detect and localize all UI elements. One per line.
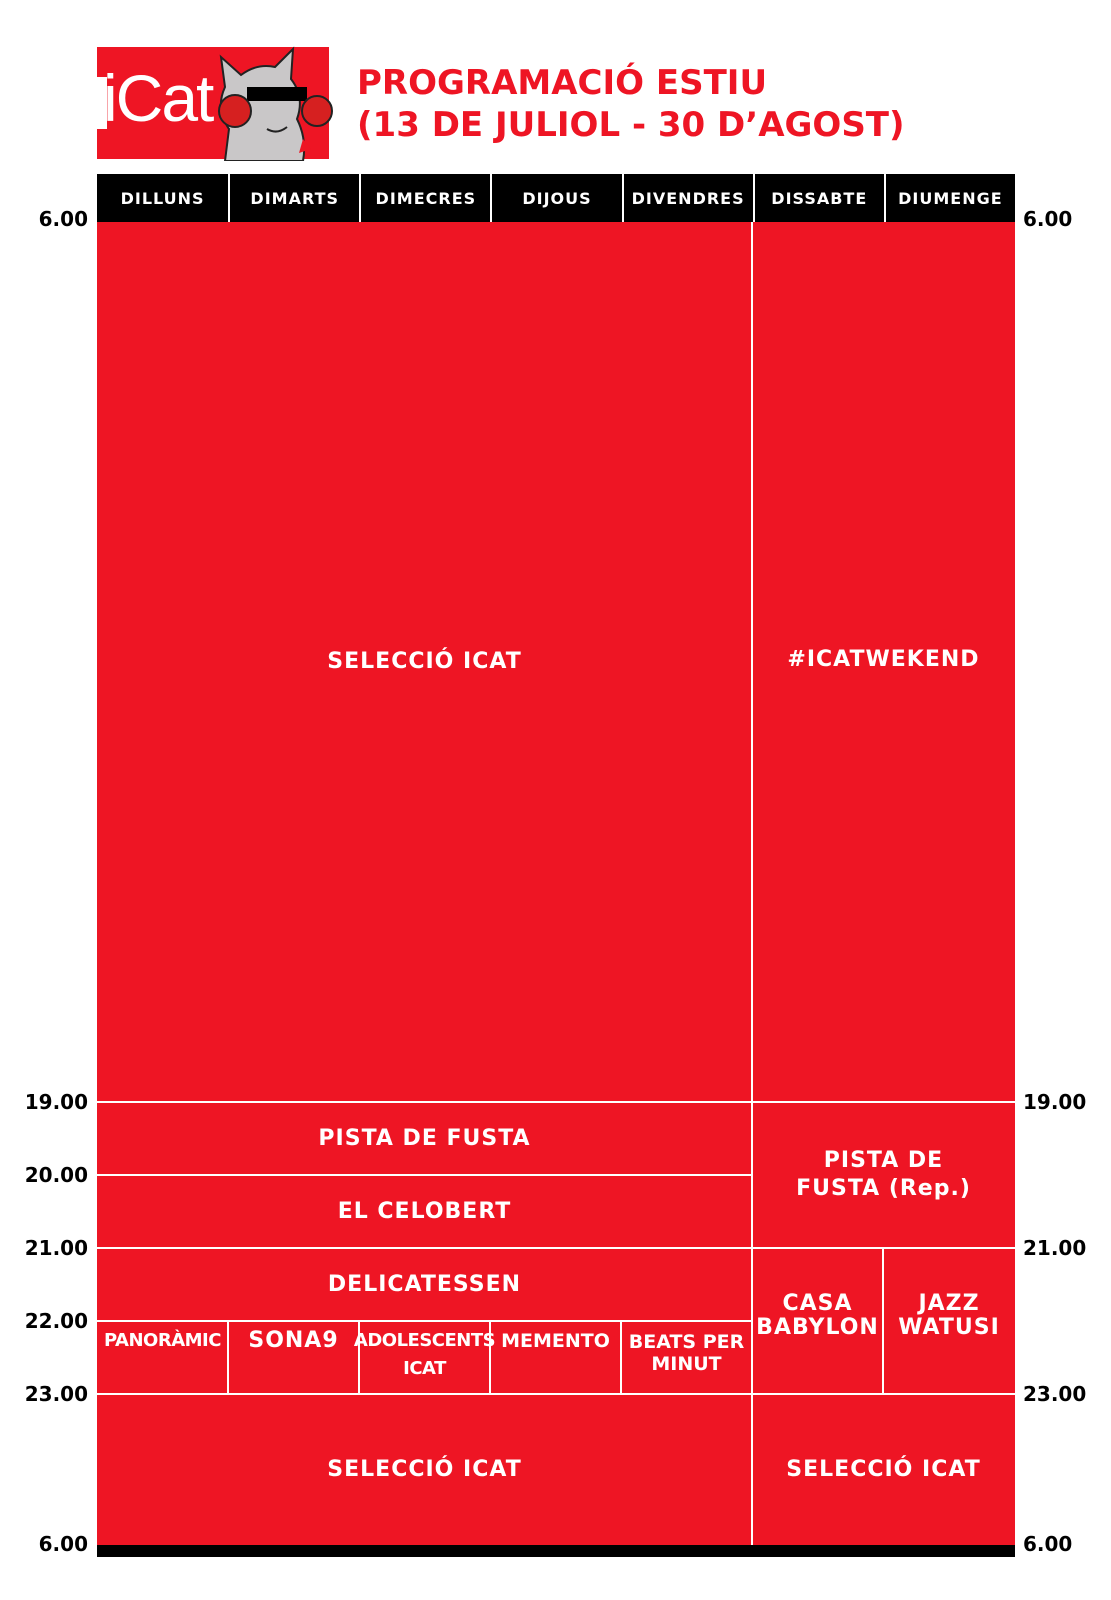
- time-label-23-right: 23.00: [1023, 1382, 1087, 1406]
- program-weekend-morning: #ICATWEKEND: [787, 647, 980, 672]
- time-label-23-left: 23.00: [24, 1382, 88, 1406]
- page-title: PROGRAMACIÓ ESTIU (13 DE JULIOL - 30 D’A…: [357, 63, 905, 145]
- divider-thu-fri: [620, 1321, 622, 1394]
- day-monday: DILLUNS: [120, 188, 205, 208]
- program-weekday-19: PISTA DE FUSTA: [318, 1125, 531, 1151]
- day-saturday: DISSABTE: [752, 174, 884, 222]
- day-sunday: DIUMENGE: [883, 174, 1015, 222]
- cat-mascot-icon: [218, 46, 333, 161]
- program-weekday-21: DELICATESSEN: [327, 1271, 522, 1297]
- day-wednesday: DIMECRES: [359, 174, 490, 222]
- time-label-22-left: 22.00: [24, 1309, 88, 1333]
- program-monday-22: PANORÀMIC: [104, 1330, 221, 1351]
- divider-wed-thu: [489, 1321, 491, 1394]
- time-label-6-left: 6.00: [38, 207, 88, 231]
- program-weekday-morning: SELECCIÓ ICAT: [327, 649, 522, 674]
- bottom-bar: [97, 1545, 1015, 1557]
- line-23: [97, 1393, 1015, 1395]
- time-label-6-right: 6.00: [1023, 207, 1073, 231]
- program-tuesday-22: SONA9: [248, 1328, 339, 1353]
- line-19: [97, 1101, 1015, 1103]
- divider-mon-tue: [227, 1321, 229, 1394]
- program-weekday-20: EL CELOBERT: [337, 1198, 512, 1224]
- program-thursday-22: MEMENTO: [501, 1330, 610, 1352]
- program-friday-22: BEATS PER MINUT: [628, 1331, 745, 1375]
- time-label-6-end-left: 6.00: [38, 1532, 88, 1556]
- day-thursday: DIJOUS: [490, 174, 621, 222]
- program-weekend-night: SELECCIÓ ICAT: [786, 1456, 981, 1482]
- program-weekday-night: SELECCIÓ ICAT: [327, 1456, 522, 1482]
- line-20: [97, 1174, 752, 1176]
- day-tuesday: DIMARTS: [228, 174, 359, 222]
- divider-tue-wed: [358, 1321, 360, 1394]
- day-friday: DIVENDRES: [621, 174, 753, 222]
- time-label-21-right: 21.00: [1023, 1236, 1087, 1260]
- time-label-19-right: 19.00: [1023, 1090, 1087, 1114]
- time-label-6-end-right: 6.00: [1023, 1532, 1073, 1556]
- logo-accent: [97, 77, 107, 129]
- program-saturday-21: CASA BABYLON: [756, 1291, 879, 1340]
- program-sunday-21: JAZZ WATUSI: [898, 1291, 1000, 1340]
- divider-sat-sun: [882, 1248, 884, 1394]
- time-label-20-left: 20.00: [24, 1163, 88, 1187]
- icat-logo: iCat: [97, 46, 333, 161]
- time-label-21-left: 21.00: [24, 1236, 88, 1260]
- schedule-grid: SELECCIÓ ICAT #ICATWEKEND PISTA DE FUSTA…: [97, 222, 1015, 1545]
- line-22: [97, 1320, 752, 1322]
- days-header: DILLUNS DIMARTS DIMECRES DIJOUS DIVENDRE…: [97, 174, 1015, 222]
- program-weekend-19: PISTA DE FUSTA (Rep.): [796, 1148, 971, 1201]
- program-wednesday-22: ADOLESCENTS ICAT: [353, 1330, 496, 1379]
- logo-text: iCat: [103, 61, 214, 135]
- time-label-19-left: 19.00: [24, 1090, 88, 1114]
- weekday-weekend-divider: [751, 222, 753, 1545]
- line-21: [97, 1247, 1015, 1249]
